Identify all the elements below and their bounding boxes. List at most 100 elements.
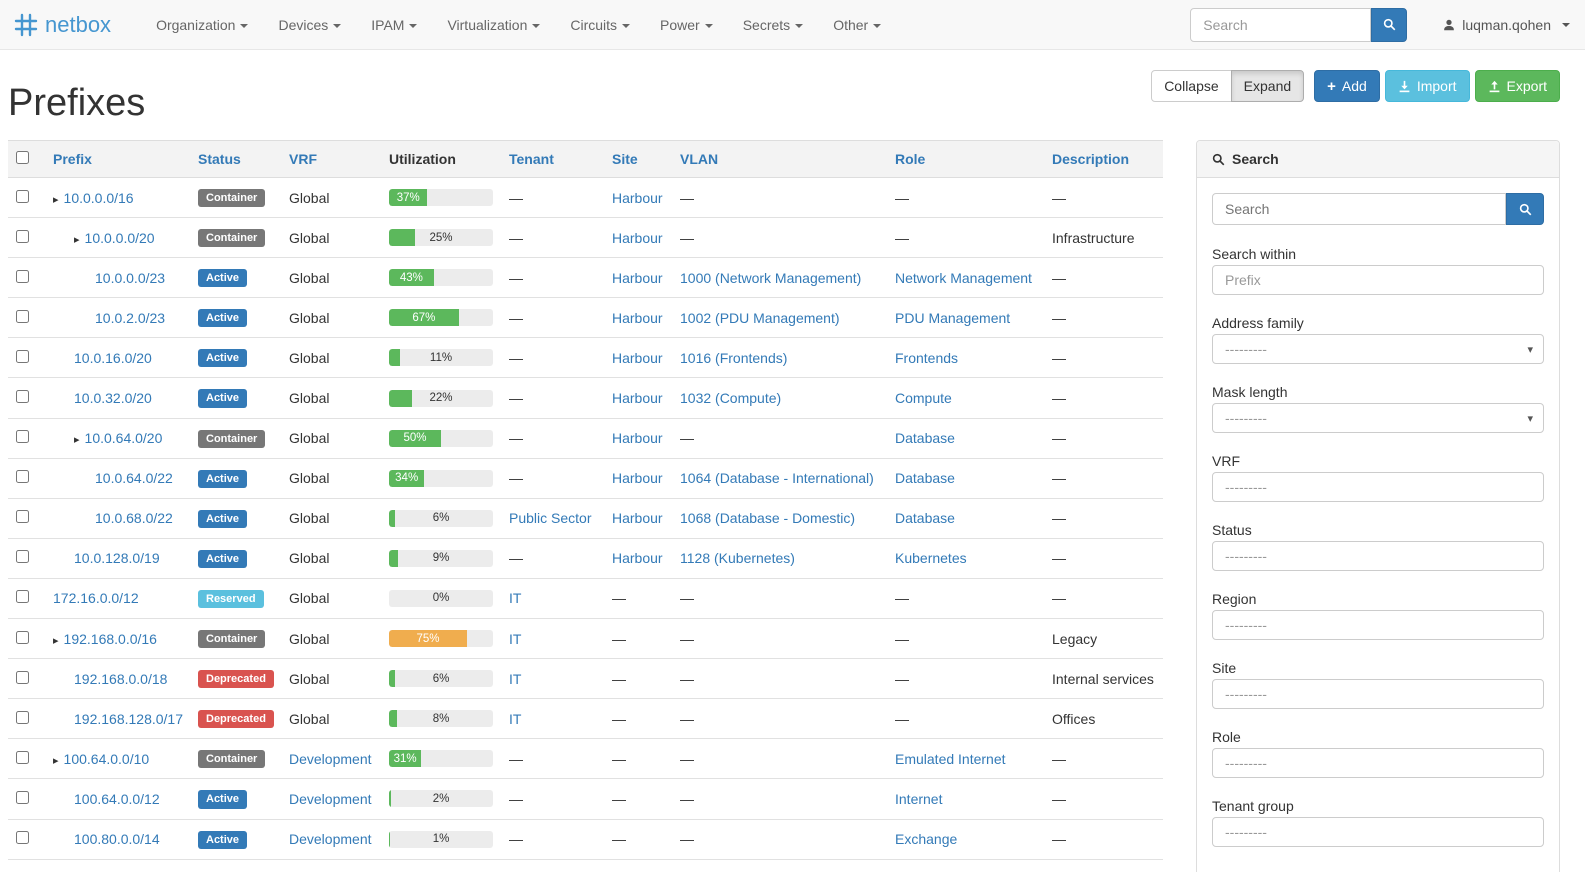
prefix-link[interactable]: 10.0.0.0/20 (84, 229, 155, 246)
collapse-button[interactable]: Collapse (1151, 70, 1232, 102)
column-header-tenant[interactable]: Tenant (501, 140, 604, 178)
filter-select-address-family[interactable]: --------- ▾ (1212, 334, 1544, 364)
role-link[interactable]: Emulated Internet (895, 750, 1006, 767)
role-link[interactable]: Database (895, 430, 955, 447)
filter-multiselect-region[interactable]: --------- (1212, 610, 1544, 640)
nav-item-power[interactable]: Power (645, 0, 728, 50)
vlan-link[interactable]: 1000 (Network Management) (680, 269, 862, 286)
nav-item-circuits[interactable]: Circuits (555, 0, 645, 50)
prefix-link[interactable]: 192.168.0.0/18 (74, 670, 168, 687)
navbar-search-button[interactable] (1371, 7, 1408, 42)
prefix-link[interactable]: 10.0.2.0/23 (95, 309, 166, 326)
prefix-link[interactable]: 10.0.0.0/16 (63, 189, 134, 206)
role-link[interactable]: Frontends (895, 349, 959, 366)
site-link[interactable]: Harbour (612, 390, 663, 407)
select-all-checkbox[interactable] (16, 151, 29, 164)
filter-multiselect-role[interactable]: --------- (1212, 748, 1544, 778)
tenant-link[interactable]: IT (509, 590, 522, 607)
column-header-status[interactable]: Status (190, 140, 281, 178)
column-header-site[interactable]: Site (604, 140, 672, 178)
prefix-link[interactable]: 10.0.64.0/20 (84, 430, 163, 447)
vlan-link[interactable]: 1128 (Kubernetes) (680, 550, 795, 567)
prefix-link[interactable]: 10.0.16.0/20 (74, 349, 152, 366)
role-link[interactable]: Internet (895, 790, 943, 807)
tenant-link[interactable]: Public Sector (509, 510, 592, 527)
site-link[interactable]: Harbour (612, 189, 663, 206)
filter-input-search-within[interactable] (1212, 265, 1544, 295)
prefix-link[interactable]: 10.0.128.0/19 (74, 550, 160, 567)
sidebar-search-button[interactable] (1506, 193, 1544, 225)
row-checkbox[interactable] (16, 510, 29, 524)
sidebar-search-input[interactable] (1212, 193, 1506, 225)
tenant-link[interactable]: IT (509, 670, 522, 687)
role-link[interactable]: PDU Management (895, 309, 1011, 326)
navbar-search-input[interactable] (1190, 7, 1372, 42)
filter-multiselect-site[interactable]: --------- (1212, 679, 1544, 709)
expand-arrow-icon[interactable]: ▸ (53, 754, 59, 767)
filter-multiselect-vrf[interactable]: --------- (1212, 472, 1544, 502)
expand-arrow-icon[interactable]: ▸ (74, 233, 80, 246)
row-checkbox[interactable] (16, 189, 29, 203)
vlan-link[interactable]: 1016 (Frontends) (680, 349, 788, 366)
nav-item-other[interactable]: Other (818, 0, 896, 50)
role-link[interactable]: Kubernetes (895, 550, 967, 567)
nav-item-secrets[interactable]: Secrets (728, 0, 818, 50)
tenant-link[interactable]: IT (509, 710, 522, 727)
expand-arrow-icon[interactable]: ▸ (53, 634, 59, 647)
prefix-link[interactable]: 172.16.0.0/12 (53, 590, 139, 607)
prefix-link[interactable]: 100.64.0.0/12 (74, 790, 160, 807)
prefix-link[interactable]: 10.0.32.0/20 (74, 390, 152, 407)
row-checkbox[interactable] (16, 550, 29, 564)
vlan-link[interactable]: 1032 (Compute) (680, 390, 782, 407)
row-checkbox[interactable] (16, 590, 29, 604)
row-checkbox[interactable] (16, 349, 29, 363)
tenant-link[interactable]: IT (509, 630, 522, 647)
nav-item-virtualization[interactable]: Virtualization (432, 0, 555, 50)
prefix-link[interactable]: 10.0.0.0/23 (95, 269, 166, 286)
vrf-link[interactable]: Development (289, 831, 372, 848)
column-header-prefix[interactable]: Prefix (45, 140, 190, 178)
row-checkbox[interactable] (16, 710, 29, 724)
site-link[interactable]: Harbour (612, 269, 663, 286)
prefix-link[interactable]: 100.64.0.0/10 (63, 750, 150, 767)
vrf-link[interactable]: Development (289, 790, 372, 807)
prefix-link[interactable]: 10.0.68.0/22 (95, 510, 173, 527)
vlan-link[interactable]: 1064 (Database - International) (680, 470, 874, 487)
expand-arrow-icon[interactable]: ▸ (53, 193, 59, 206)
row-checkbox[interactable] (16, 470, 29, 484)
role-link[interactable]: Compute (895, 390, 952, 407)
row-checkbox[interactable] (16, 309, 29, 323)
row-checkbox[interactable] (16, 390, 29, 404)
row-checkbox[interactable] (16, 269, 29, 283)
import-button[interactable]: Import (1384, 70, 1470, 102)
nav-item-organization[interactable]: Organization (141, 0, 263, 50)
prefix-link[interactable]: 10.0.64.0/22 (95, 470, 173, 487)
column-header-vlan[interactable]: VLAN (672, 140, 887, 178)
prefix-link[interactable]: 100.80.0.0/14 (74, 831, 160, 848)
export-button[interactable]: Export (1474, 70, 1560, 102)
row-checkbox[interactable] (16, 831, 29, 845)
expand-arrow-icon[interactable]: ▸ (74, 434, 80, 447)
vrf-link[interactable]: Development (289, 750, 372, 767)
expand-button[interactable]: Expand (1230, 70, 1305, 102)
row-checkbox[interactable] (16, 750, 29, 764)
row-checkbox[interactable] (16, 630, 29, 644)
user-menu[interactable]: luqman.qohen (1442, 17, 1570, 33)
vlan-link[interactable]: 1002 (PDU Management) (680, 309, 840, 326)
prefix-link[interactable]: 192.168.0.0/16 (63, 630, 157, 647)
site-link[interactable]: Harbour (612, 470, 663, 487)
site-link[interactable]: Harbour (612, 510, 663, 527)
site-link[interactable]: Harbour (612, 349, 663, 366)
row-checkbox[interactable] (16, 229, 29, 243)
role-link[interactable]: Database (895, 510, 955, 527)
role-link[interactable]: Network Management (895, 269, 1032, 286)
role-link[interactable]: Exchange (895, 831, 958, 848)
column-header-description[interactable]: Description (1044, 140, 1163, 178)
row-checkbox[interactable] (16, 430, 29, 444)
row-checkbox[interactable] (16, 790, 29, 804)
column-header-role[interactable]: Role (887, 140, 1044, 178)
column-header-vrf[interactable]: VRF (281, 140, 381, 178)
nav-item-ipam[interactable]: IPAM (356, 0, 432, 50)
nav-item-devices[interactable]: Devices (263, 0, 356, 50)
netbox-logo[interactable]: netbox (14, 12, 111, 38)
